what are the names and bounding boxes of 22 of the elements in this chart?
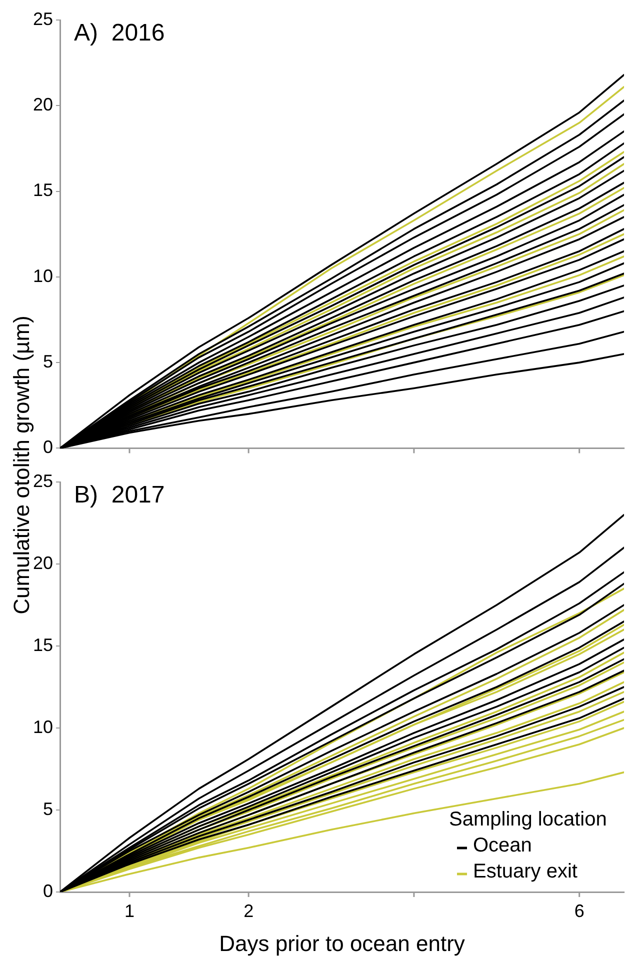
y-tick-label: 25 <box>32 8 54 29</box>
x-tick-label: 1 <box>124 900 134 921</box>
y-tick-label: 5 <box>43 798 54 819</box>
y-tick-label: 5 <box>43 352 54 372</box>
y-tick-label: 25 <box>32 470 54 491</box>
y-tick-label: 10 <box>32 266 54 286</box>
chart-title: B) 2017 <box>74 482 165 509</box>
y-tick-label: 10 <box>32 716 54 737</box>
x-axis-title: Days prior to ocean entry <box>219 930 465 956</box>
y-tick-label: 0 <box>43 880 54 901</box>
legend-label: Ocean <box>473 834 532 857</box>
y-tick-label: 20 <box>32 552 54 573</box>
y-tick-label: 15 <box>32 180 54 200</box>
x-tick-label: 2 <box>244 900 254 921</box>
y-tick-label: 15 <box>32 634 54 655</box>
x-tick-label: 6 <box>574 900 584 921</box>
chart-title: A) 2016 <box>74 20 165 47</box>
y-tick-label: 20 <box>32 94 54 115</box>
y-axis-title: Cumulative otolith growth (µm) <box>9 316 34 614</box>
y-tick-label: 0 <box>43 437 54 458</box>
legend-label: Estuary exit <box>473 860 578 883</box>
legend-title: Sampling location <box>449 808 607 831</box>
